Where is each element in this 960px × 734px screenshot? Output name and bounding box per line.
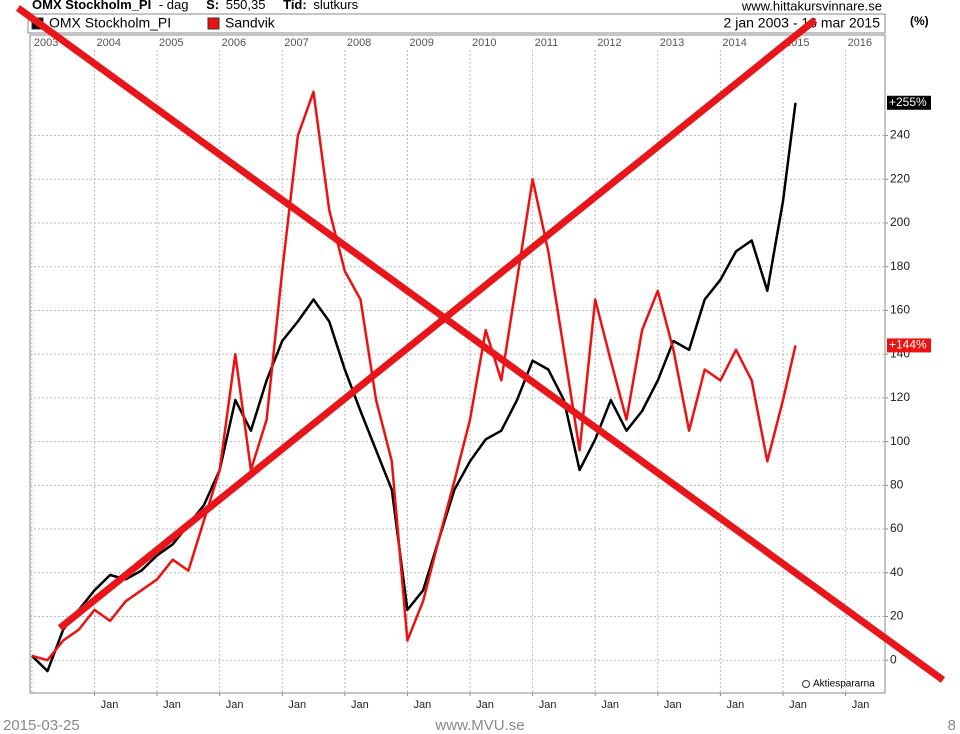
price-value: 550,35: [226, 0, 266, 12]
end-label-box: [887, 95, 931, 110]
time-label: Tid:: [283, 0, 307, 12]
x-tick-label: 2005: [159, 37, 183, 49]
x-tick-label: Jan: [789, 699, 807, 711]
y-tick-label: 0: [890, 652, 897, 666]
subtitle: 2 jan 2003 - 16 mar 2015: [724, 15, 881, 31]
header: OMX Stockholm_PI - dag S: 550,35 Tid: sl…: [32, 0, 359, 12]
end-label: +255%: [889, 95, 927, 109]
end-label-box: [887, 338, 931, 353]
time-value: slutkurs: [313, 0, 358, 12]
y-tick-label: 40: [890, 565, 904, 579]
x-tick-label: Jan: [351, 699, 369, 711]
watermark: Aktiespararna: [813, 679, 875, 690]
y-tick-label: 240: [890, 128, 910, 142]
price-label: S:: [206, 0, 219, 12]
x-tick-label: Jan: [664, 699, 682, 711]
y-tick-label: 180: [890, 259, 910, 273]
cross-line: [57, 17, 818, 631]
x-tick-label: Jan: [539, 699, 557, 711]
y-tick-label: 20: [890, 609, 904, 623]
watermark-icon: [802, 680, 810, 688]
x-tick-label: 2004: [96, 37, 120, 49]
x-tick-label: Jan: [852, 699, 870, 711]
y-tick-label: 60: [890, 521, 904, 535]
y-tick-label: 160: [890, 303, 910, 317]
site: www.hittakursvinnare.se: [741, 0, 882, 13]
x-tick-label: Jan: [163, 699, 181, 711]
y-tick-label: 120: [890, 390, 910, 404]
x-tick-label: Jan: [414, 699, 432, 711]
y-tick-label: 200: [890, 215, 910, 229]
legend-label: OMX Stockholm_PI: [49, 15, 171, 31]
y-tick-label: 80: [890, 477, 904, 491]
footer-page: 8: [948, 717, 956, 734]
y-tick-label: 100: [890, 434, 910, 448]
x-tick-label: Jan: [601, 699, 619, 711]
footer-site: www.MVU.se: [434, 717, 524, 734]
header-title: OMX Stockholm_PI: [32, 0, 151, 12]
series-line: [31, 90, 797, 662]
x-tick-label: 2008: [347, 37, 371, 49]
legend-label: Sandvik: [225, 15, 276, 31]
y-label: (%): [910, 14, 929, 28]
x-tick-label: Jan: [727, 699, 745, 711]
x-tick-label: 2010: [472, 37, 496, 49]
x-tick-label: 2013: [660, 37, 684, 49]
legend-swatch: [207, 17, 220, 30]
x-tick-label: 2006: [222, 37, 246, 49]
x-tick-label: 2003: [34, 37, 58, 49]
series-line: [31, 102, 797, 673]
x-tick-label: 2009: [409, 37, 433, 49]
x-tick-label: 2016: [848, 37, 872, 49]
x-tick-label: 2014: [722, 37, 746, 49]
legend-box: [27, 13, 886, 34]
x-tick-label: Jan: [226, 699, 244, 711]
x-tick-label: Jan: [288, 699, 306, 711]
y-tick-label: 220: [890, 171, 910, 185]
end-label: +144%: [889, 338, 927, 352]
cross-line: [15, 5, 946, 683]
x-tick-label: Jan: [476, 699, 494, 711]
header-period: - dag: [159, 0, 189, 12]
x-tick-label: Jan: [101, 699, 119, 711]
x-tick-label: 2011: [535, 37, 559, 49]
x-tick-label: 2007: [284, 37, 308, 49]
plot-area: [29, 34, 886, 694]
footer-date: 2015-03-25: [3, 717, 80, 734]
x-tick-label: 2012: [597, 37, 621, 49]
